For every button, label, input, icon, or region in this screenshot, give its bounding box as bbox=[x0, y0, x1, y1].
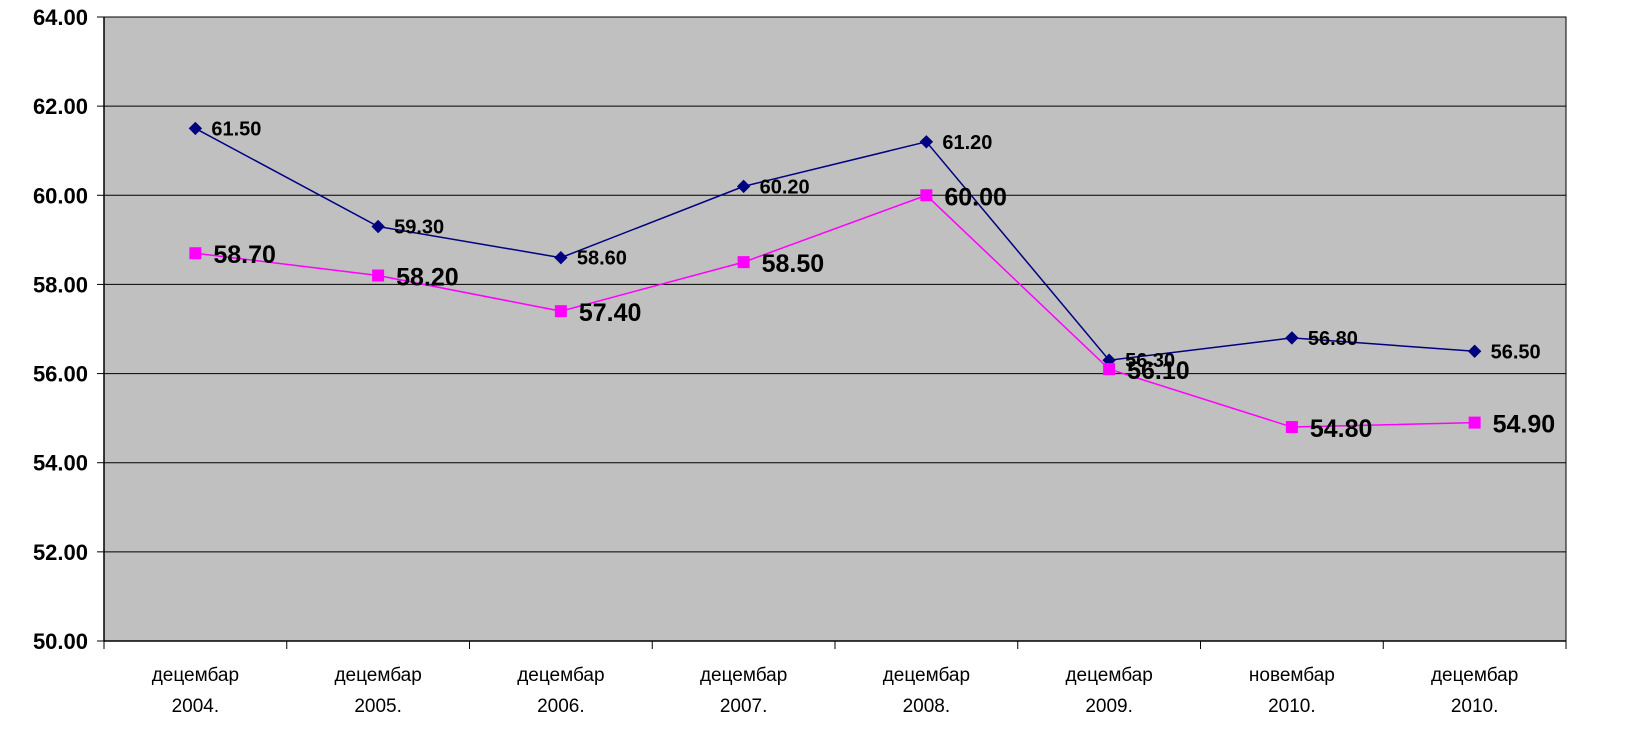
series-markers bbox=[188, 121, 1482, 434]
data-label: 56.50 bbox=[1491, 341, 1541, 363]
y-tick-label: 50.00 bbox=[33, 629, 88, 654]
x-tick-label: децембар bbox=[700, 665, 787, 686]
data-point-diamond bbox=[1285, 331, 1299, 345]
x-tick-label: новембар bbox=[1249, 665, 1335, 686]
data-point-square bbox=[737, 256, 750, 269]
x-tick-label: 2010. bbox=[1451, 696, 1499, 717]
data-point-square bbox=[554, 305, 567, 318]
data-label: 58.50 bbox=[762, 250, 825, 278]
series-line-1 bbox=[195, 127, 1475, 361]
data-label: 59.30 bbox=[394, 216, 444, 238]
data-point-diamond bbox=[554, 250, 568, 265]
plot-area bbox=[104, 17, 1566, 641]
data-point-square bbox=[1103, 363, 1116, 376]
data-point-diamond bbox=[188, 121, 203, 136]
data-label: 57.40 bbox=[579, 299, 642, 327]
data-label: 56.80 bbox=[1308, 328, 1358, 350]
data-point-square bbox=[372, 269, 385, 282]
y-tick-label: 52.00 bbox=[33, 540, 88, 565]
data-label: 58.60 bbox=[577, 248, 627, 270]
data-labels: 61.50 59.30 58.60 60.20 61.20 56.30 56.80 56.50… bbox=[211, 118, 1555, 443]
data-point-square bbox=[1285, 421, 1298, 434]
y-tick-label: 58.00 bbox=[33, 272, 88, 297]
data-point-square bbox=[920, 189, 933, 202]
data-point-diamond bbox=[1467, 344, 1482, 358]
y-tick-label: 54.00 bbox=[33, 451, 88, 476]
x-tick-label: 2007. bbox=[720, 696, 768, 717]
x-tick-label: 2008. bbox=[903, 696, 951, 717]
x-tick-label: 2005. bbox=[354, 696, 402, 717]
data-label: 54.90 bbox=[1493, 411, 1556, 439]
y-axis-ticks: 50.00 52.00 54.00 56.00 58.00 60.00 62.00 64.00 bbox=[33, 5, 104, 654]
data-label: 60.00 bbox=[944, 183, 1007, 211]
data-point-diamond bbox=[371, 219, 385, 234]
y-tick-label: 60.00 bbox=[33, 183, 88, 208]
data-label: 54.80 bbox=[1310, 415, 1373, 443]
data-label: 56.30 bbox=[1125, 350, 1175, 372]
x-tick-label: децембар bbox=[334, 665, 421, 686]
data-label: 61.50 bbox=[211, 118, 261, 140]
y-tick-label: 62.00 bbox=[33, 94, 88, 119]
data-point-square bbox=[189, 247, 202, 260]
data-label: 58.20 bbox=[396, 264, 459, 292]
x-tick-label: децембар bbox=[883, 665, 970, 686]
x-tick-label: децембар bbox=[1431, 665, 1518, 686]
x-tick-label: 2009. bbox=[1085, 696, 1133, 717]
data-label: 60.20 bbox=[760, 176, 810, 198]
series-lines bbox=[195, 127, 1475, 428]
y-tick-label: 56.00 bbox=[33, 362, 88, 387]
x-tick-label: 2010. bbox=[1268, 696, 1316, 717]
data-point-square bbox=[1468, 416, 1481, 429]
x-tick-label: 2006. bbox=[537, 696, 585, 717]
x-axis-ticks: децембар 2004. децембар 2005. децембар 2006. д… bbox=[103, 641, 1567, 717]
data-label: 58.70 bbox=[213, 241, 276, 269]
y-tick-label: 64.00 bbox=[33, 5, 88, 30]
series-line-2 bbox=[195, 194, 1475, 428]
x-tick-label: децембар bbox=[152, 665, 239, 686]
x-tick-label: децембар bbox=[1065, 665, 1152, 686]
x-tick-label: 2004. bbox=[172, 696, 220, 717]
x-tick-label: децембар bbox=[517, 665, 604, 686]
data-label: 56.10 bbox=[1127, 357, 1190, 385]
data-label: 61.20 bbox=[942, 132, 992, 154]
data-point-diamond bbox=[736, 179, 751, 194]
data-point-diamond bbox=[919, 135, 934, 149]
